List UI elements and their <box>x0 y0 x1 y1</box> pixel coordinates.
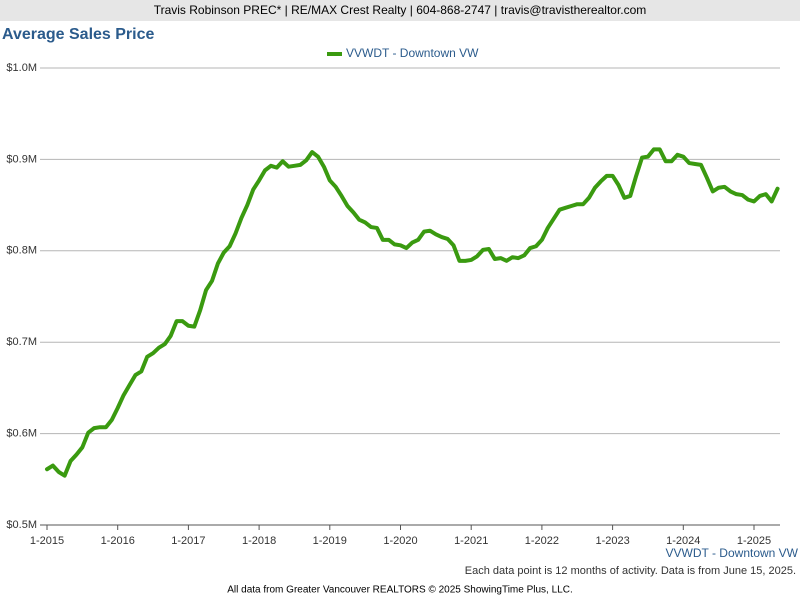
x-tick-label: 1-2023 <box>595 535 629 547</box>
y-tick-label: $0.8M <box>6 245 37 257</box>
legend-label: VVWDT - Downtown VW <box>346 46 479 60</box>
x-tick-label: 1-2025 <box>737 535 771 547</box>
x-tick-label: 1-2021 <box>454 535 488 547</box>
x-tick-label: 1-2019 <box>313 535 347 547</box>
x-tick-label: 1-2016 <box>101 535 135 547</box>
source: All data from Greater Vancouver REALTORS… <box>227 585 572 596</box>
header-text: Travis Robinson PREC* | RE/MAX Crest Rea… <box>154 3 647 17</box>
y-tick-label: $0.5M <box>6 519 37 531</box>
x-tick-label: 1-2022 <box>525 535 559 547</box>
y-tick-label: $0.7M <box>6 336 37 348</box>
data-line <box>45 147 780 478</box>
axis-caption: VVWDT - Downtown VW <box>666 546 799 560</box>
x-tick-label: 1-2024 <box>666 535 700 547</box>
y-tick-label: $1.0M <box>6 62 37 74</box>
y-tick-label: $0.6M <box>6 428 37 440</box>
y-tick-label: $0.9M <box>6 153 37 165</box>
x-tick-label: 1-2015 <box>30 535 64 547</box>
chart-title: Average Sales Price <box>2 26 155 43</box>
header-bar <box>0 0 800 21</box>
x-tick-label: 1-2017 <box>171 535 205 547</box>
note: Each data point is 12 months of activity… <box>465 565 796 577</box>
x-tick-label: 1-2018 <box>242 535 276 547</box>
x-tick-label: 1-2020 <box>383 535 417 547</box>
